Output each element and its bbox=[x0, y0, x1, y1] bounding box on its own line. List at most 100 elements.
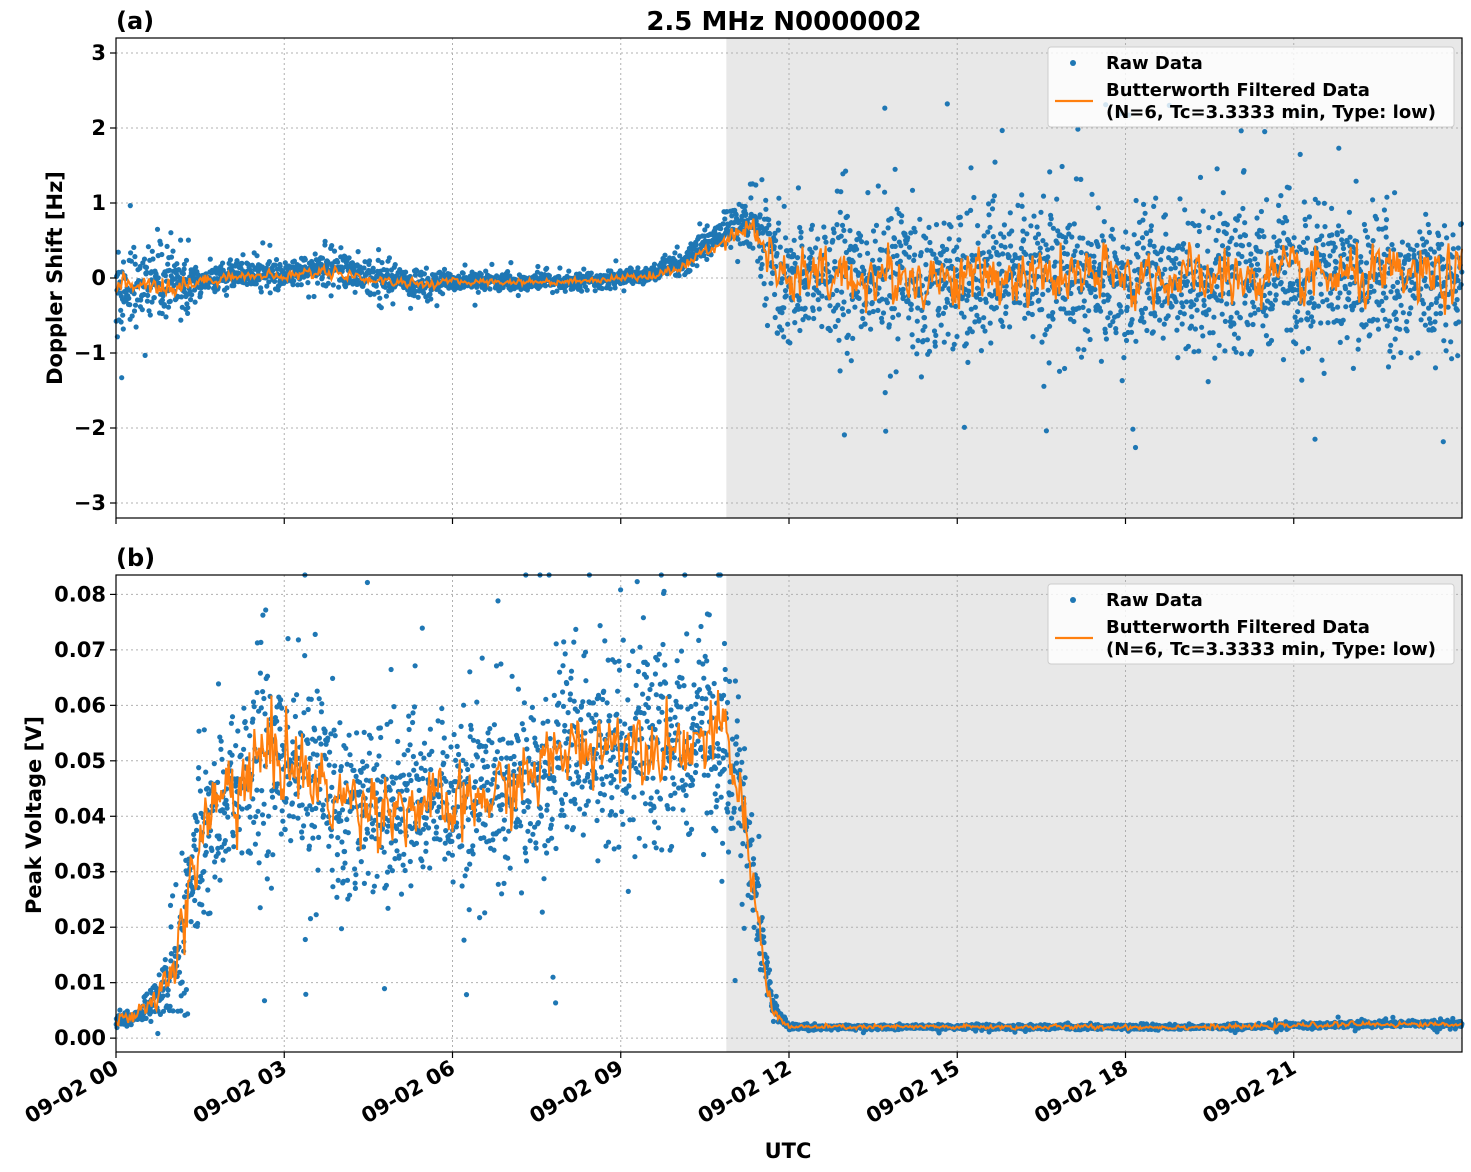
raw-data-point bbox=[322, 238, 328, 244]
raw-data-point bbox=[1281, 230, 1287, 236]
raw-data-point bbox=[1431, 249, 1437, 255]
raw-data-point bbox=[407, 742, 413, 748]
raw-data-point bbox=[1082, 313, 1088, 319]
raw-data-point bbox=[912, 229, 918, 235]
raw-data-point bbox=[500, 736, 506, 742]
raw-data-point bbox=[1356, 337, 1362, 343]
raw-data-point bbox=[494, 273, 500, 279]
raw-data-point bbox=[823, 239, 829, 245]
raw-data-point bbox=[406, 726, 412, 733]
raw-data-point bbox=[1088, 241, 1094, 248]
raw-data-point bbox=[837, 209, 843, 215]
raw-data-point bbox=[1043, 242, 1049, 248]
raw-data-point bbox=[770, 270, 776, 276]
raw-data-point bbox=[582, 649, 589, 655]
raw-data-point bbox=[595, 799, 601, 805]
raw-data-point bbox=[428, 767, 434, 773]
raw-data-point bbox=[299, 802, 305, 808]
raw-data-point bbox=[1211, 314, 1217, 320]
raw-data-point bbox=[834, 222, 840, 228]
raw-data-point bbox=[413, 761, 419, 767]
raw-data-point bbox=[788, 247, 794, 253]
raw-data-point bbox=[821, 224, 827, 230]
raw-data-point bbox=[304, 273, 311, 279]
raw-data-point bbox=[559, 800, 566, 807]
x-ticks-a bbox=[115, 518, 1295, 524]
raw-data-point bbox=[128, 250, 134, 256]
raw-data-point bbox=[366, 750, 372, 756]
raw-data-point bbox=[1383, 217, 1390, 223]
raw-data-point bbox=[809, 222, 816, 228]
raw-data-point bbox=[1182, 207, 1188, 213]
raw-data-point bbox=[758, 273, 764, 279]
raw-data-point bbox=[844, 350, 850, 356]
raw-data-point bbox=[1135, 254, 1141, 260]
raw-data-point bbox=[490, 837, 496, 843]
raw-data-point bbox=[1222, 348, 1228, 354]
raw-data-point bbox=[1241, 168, 1247, 174]
raw-data-point bbox=[255, 831, 261, 837]
raw-data-point bbox=[1047, 323, 1053, 329]
raw-data-point bbox=[1242, 220, 1248, 226]
raw-data-point bbox=[505, 855, 511, 861]
raw-data-point bbox=[568, 675, 574, 681]
raw-data-point bbox=[926, 224, 932, 230]
raw-data-point bbox=[806, 315, 812, 321]
raw-data-point bbox=[431, 818, 437, 824]
raw-data-point bbox=[263, 265, 269, 271]
raw-data-point bbox=[1335, 304, 1341, 310]
raw-data-point bbox=[898, 219, 904, 225]
raw-data-point bbox=[991, 245, 997, 251]
raw-data-point bbox=[1200, 333, 1206, 339]
raw-data-point bbox=[1258, 208, 1264, 215]
raw-data-point bbox=[229, 752, 235, 758]
raw-data-point bbox=[1080, 235, 1086, 241]
raw-data-point bbox=[549, 816, 555, 823]
raw-data-point bbox=[1047, 221, 1053, 227]
raw-data-point bbox=[1132, 444, 1139, 451]
raw-data-point bbox=[785, 321, 791, 327]
raw-data-point bbox=[993, 239, 999, 245]
raw-data-point bbox=[944, 246, 950, 252]
raw-data-point bbox=[277, 726, 283, 732]
raw-data-point bbox=[138, 297, 144, 303]
raw-data-point bbox=[381, 849, 387, 855]
raw-data-point bbox=[1438, 303, 1444, 309]
raw-data-point bbox=[1299, 377, 1305, 383]
raw-data-point bbox=[178, 237, 184, 243]
raw-data-point bbox=[1035, 240, 1041, 246]
raw-data-point bbox=[1156, 298, 1162, 304]
raw-data-point bbox=[946, 236, 952, 242]
raw-data-point bbox=[1103, 336, 1109, 342]
raw-data-point bbox=[876, 265, 882, 271]
raw-data-point bbox=[1043, 428, 1049, 434]
raw-data-point bbox=[295, 815, 301, 821]
raw-data-point bbox=[1386, 318, 1393, 324]
raw-data-point bbox=[508, 260, 514, 266]
raw-data-point bbox=[567, 691, 574, 697]
raw-data-point bbox=[139, 307, 145, 313]
raw-data-point bbox=[1144, 327, 1150, 334]
raw-data-point bbox=[366, 258, 373, 264]
raw-data-point bbox=[879, 319, 885, 325]
raw-data-point bbox=[1236, 213, 1242, 219]
raw-data-point bbox=[373, 283, 379, 289]
raw-data-point bbox=[159, 310, 165, 317]
raw-data-point bbox=[1355, 346, 1361, 352]
raw-data-point bbox=[607, 713, 613, 719]
raw-data-point bbox=[983, 299, 989, 305]
raw-data-point bbox=[329, 784, 335, 791]
raw-data-point bbox=[1162, 212, 1168, 218]
raw-data-point bbox=[480, 757, 486, 764]
raw-data-point bbox=[552, 789, 558, 796]
raw-data-point bbox=[1136, 240, 1142, 246]
raw-data-point bbox=[253, 814, 259, 820]
raw-data-point bbox=[316, 696, 322, 702]
raw-data-point bbox=[427, 726, 433, 732]
raw-data-point bbox=[941, 220, 947, 226]
raw-data-point bbox=[1263, 333, 1269, 339]
raw-data-point bbox=[347, 892, 353, 898]
raw-data-point bbox=[261, 998, 268, 1004]
raw-data-point bbox=[912, 252, 918, 258]
